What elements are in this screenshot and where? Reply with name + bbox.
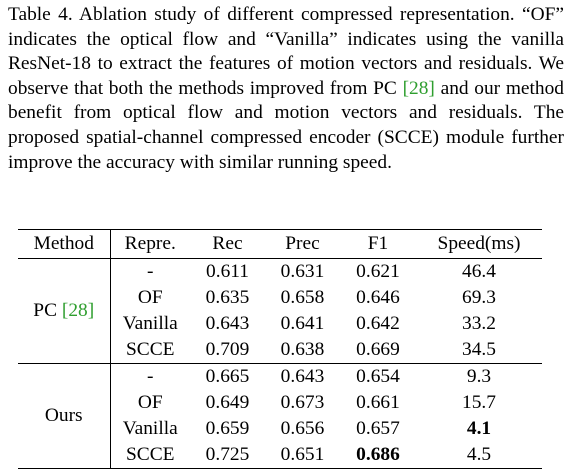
rec-cell: 0.611 xyxy=(190,258,265,285)
header-rec: Rec xyxy=(190,229,265,259)
header-speed: Speed(ms) xyxy=(416,229,542,259)
method-cell-pc: PC [28] xyxy=(18,258,111,364)
table-row: Vanilla 0.643 0.641 0.642 33.2 xyxy=(18,311,542,337)
speed-cell: 33.2 xyxy=(462,313,496,334)
f1-cell: 0.669 xyxy=(356,339,400,360)
header-method: Method xyxy=(18,229,111,259)
prec-cell: 0.651 xyxy=(265,442,340,469)
prec-cell: 0.673 xyxy=(280,392,325,413)
table-row: PC [28] - 0.611 0.631 0.621 46.4 xyxy=(18,258,542,364)
repre-cell: SCCE xyxy=(110,442,190,469)
method-cell-ours: Ours xyxy=(18,363,111,469)
speed-cell: 46.4 xyxy=(416,258,542,285)
rec-cell: 0.635 xyxy=(205,287,250,308)
f1-cell: 0.657 xyxy=(356,418,400,439)
speed-cell-best: 4.1 xyxy=(466,418,492,439)
caption-lead: Table 4. Ablation study of different com… xyxy=(8,4,564,99)
f1-cell: 0.661 xyxy=(356,392,400,413)
prec-cell: 0.641 xyxy=(280,313,325,334)
prec-cell: 0.638 xyxy=(280,339,325,360)
rec-cell: 0.709 xyxy=(205,339,250,360)
f1-cell: 0.621 xyxy=(340,258,416,285)
repre-cell: SCCE xyxy=(126,339,175,360)
rec-cell: 0.649 xyxy=(205,392,250,413)
repre-cell: OF xyxy=(137,392,163,413)
repre-cell: Vanilla xyxy=(122,313,178,334)
prec-cell: 0.643 xyxy=(265,363,340,390)
method-citation-link[interactable]: [28] xyxy=(61,300,95,321)
prec-cell: 0.656 xyxy=(280,418,325,439)
repre-cell: - xyxy=(110,363,190,390)
rec-cell: 0.643 xyxy=(205,313,250,334)
table-caption: Table 4. Ablation study of different com… xyxy=(8,3,564,175)
f1-cell: 0.646 xyxy=(356,287,400,308)
method-label: PC xyxy=(33,300,62,321)
repre-cell: Vanilla xyxy=(122,418,178,439)
f1-cell-best: 0.686 xyxy=(340,442,416,469)
header-f1: F1 xyxy=(340,229,416,259)
table-row: OF 0.635 0.658 0.646 69.3 xyxy=(18,285,542,311)
repre-cell: OF xyxy=(137,287,163,308)
speed-cell: 15.7 xyxy=(462,392,496,413)
prec-cell: 0.658 xyxy=(280,287,325,308)
header-prec: Prec xyxy=(265,229,340,259)
rec-cell: 0.665 xyxy=(190,363,265,390)
prec-cell: 0.631 xyxy=(265,258,340,285)
ablation-table: Method Repre. Rec Prec F1 Speed(ms) PC [… xyxy=(18,229,542,469)
caption-citation-link[interactable]: [28] xyxy=(402,77,435,99)
table-row: SCCE 0.709 0.638 0.669 34.5 xyxy=(18,337,542,364)
header-repre: Repre. xyxy=(110,229,190,259)
f1-cell: 0.654 xyxy=(340,363,416,390)
rec-cell: 0.659 xyxy=(205,418,250,439)
table-row: Vanilla 0.659 0.656 0.657 4.1 xyxy=(18,416,542,442)
table-row: Ours - 0.665 0.643 0.654 9.3 xyxy=(18,363,542,469)
table-row: SCCE 0.725 0.651 0.686 4.5 xyxy=(18,442,542,469)
speed-cell: 4.5 xyxy=(416,442,542,469)
header-row: Method Repre. Rec Prec F1 Speed(ms) xyxy=(18,229,542,259)
rec-cell: 0.725 xyxy=(190,442,265,469)
speed-cell: 34.5 xyxy=(462,339,496,360)
speed-cell: 9.3 xyxy=(416,363,542,390)
f1-cell: 0.642 xyxy=(356,313,400,334)
speed-cell: 69.3 xyxy=(462,287,496,308)
method-label: Ours xyxy=(44,405,83,426)
repre-cell: - xyxy=(110,258,190,285)
caption-tail: and our method benefit from optical flow… xyxy=(8,77,564,173)
table-row: OF 0.649 0.673 0.661 15.7 xyxy=(18,390,542,416)
